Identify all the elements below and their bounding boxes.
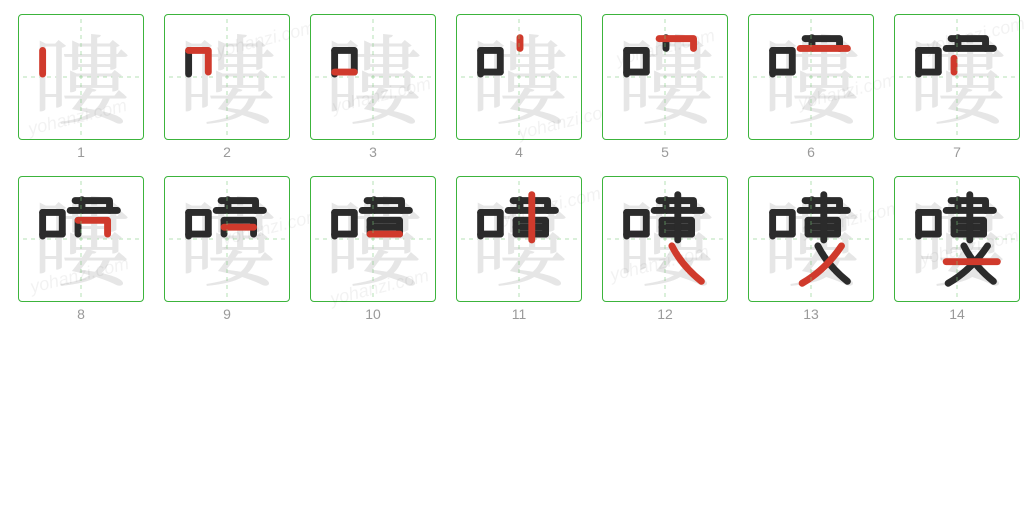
- stroke-tile: 嘍yohanzi.com: [310, 176, 436, 302]
- stroke-step-cell: 嘍yohanzi.com 8: [18, 176, 144, 322]
- step-number-label: 4: [515, 144, 523, 160]
- step-number-label: 9: [223, 306, 231, 322]
- stroke-current: [659, 39, 693, 49]
- stroke-overlay: [603, 15, 727, 139]
- step-number-label: 5: [661, 144, 669, 160]
- stroke-step-cell: 嘍yohanzi.com 3: [310, 14, 436, 160]
- step-number-label: 13: [803, 306, 819, 322]
- stroke-current: [672, 246, 702, 281]
- stroke-step-cell: 嘍yohanzi.com 11: [456, 176, 582, 322]
- stroke-step-cell: 嘍yohanzi.com 4: [456, 14, 582, 160]
- stroke-step-cell: 嘍yohanzi.com 7: [894, 14, 1020, 160]
- stroke-overlay: [457, 15, 581, 139]
- stroke-tile: 嘍yohanzi.com: [310, 14, 436, 140]
- step-number-label: 7: [953, 144, 961, 160]
- stroke-tile: 嘍yohanzi.com: [164, 14, 290, 140]
- step-number-label: 6: [807, 144, 815, 160]
- stroke-tile: 嘍yohanzi.com: [164, 176, 290, 302]
- stroke-overlay: [895, 15, 1019, 139]
- step-number-label: 3: [369, 144, 377, 160]
- stroke-overlay: [19, 15, 143, 139]
- step-number-label: 12: [657, 306, 673, 322]
- stroke-tile: 嘍yohanzi.com: [894, 176, 1020, 302]
- stroke-tile: 嘍yohanzi.com: [748, 14, 874, 140]
- step-number-label: 10: [365, 306, 381, 322]
- stroke-step-cell: 嘍yohanzi.com 10: [310, 176, 436, 322]
- stroke-step-cell: 嘍yohanzi.com 13: [748, 176, 874, 322]
- stroke-overlay: [311, 177, 435, 301]
- stroke-step-cell: 嘍yohanzi.com 5: [602, 14, 728, 160]
- stroke-tile: 嘍yohanzi.com: [602, 14, 728, 140]
- stroke-step-cell: 嘍yohanzi.com 6: [748, 14, 874, 160]
- stroke-overlay: [749, 15, 873, 139]
- stroke-tile: 嘍yohanzi.com: [456, 176, 582, 302]
- stroke-overlay: [165, 15, 289, 139]
- step-number-label: 11: [512, 306, 527, 322]
- stroke-tile: 嘍yohanzi.com: [602, 176, 728, 302]
- step-number-label: 14: [949, 306, 965, 322]
- stroke-overlay: [19, 177, 143, 301]
- stroke-step-cell: 嘍yohanzi.com 12: [602, 176, 728, 322]
- stroke-overlay: [895, 177, 1019, 301]
- stroke-tile: 嘍yohanzi.com: [748, 176, 874, 302]
- stroke-step-cell: 嘍yohanzi.com 2: [164, 14, 290, 160]
- stroke-step-cell: 嘍yohanzi.com 9: [164, 176, 290, 322]
- stroke-overlay: [311, 15, 435, 139]
- stroke-step-cell: 嘍yohanzi.com 1: [18, 14, 144, 160]
- stroke-step-cell: 嘍yohanzi.com 14: [894, 176, 1020, 322]
- stroke-overlay: [603, 177, 727, 301]
- step-number-label: 1: [77, 144, 85, 160]
- stroke-tile: 嘍yohanzi.com: [18, 14, 144, 140]
- stroke-overlay: [457, 177, 581, 301]
- stroke-overlay: [749, 177, 873, 301]
- stroke-overlay: [165, 177, 289, 301]
- step-number-label: 8: [77, 306, 85, 322]
- stroke-tile: 嘍yohanzi.com: [456, 14, 582, 140]
- stroke-current: [78, 220, 108, 234]
- stroke-completed: [818, 246, 848, 281]
- stroke-tile: 嘍yohanzi.com: [894, 14, 1020, 140]
- stroke-tile: 嘍yohanzi.com: [18, 176, 144, 302]
- step-number-label: 2: [223, 144, 231, 160]
